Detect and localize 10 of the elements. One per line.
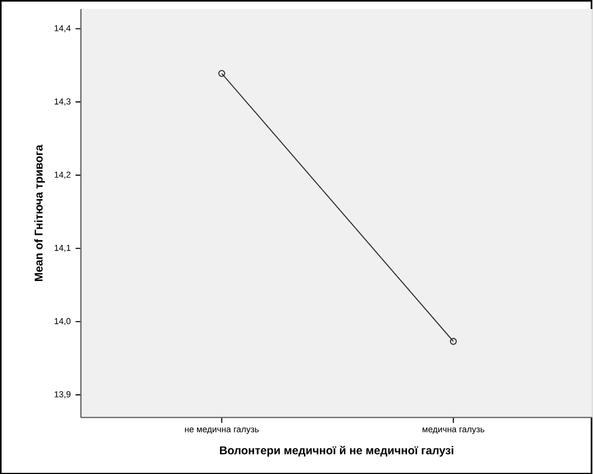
y-tick-label: 14,1 bbox=[54, 244, 70, 252]
x-tick-label: медична галузь bbox=[422, 427, 484, 434]
y-tick-label: 14,2 bbox=[54, 171, 70, 179]
y-tick-label: 13,9 bbox=[54, 391, 70, 398]
y-axis-title: Mean of Гнітюча тривога bbox=[34, 144, 45, 281]
y-tick-label: 14,3 bbox=[54, 98, 70, 106]
x-tick-label: не медична галузь bbox=[185, 427, 259, 434]
y-tick-label: 14,4 bbox=[54, 25, 71, 32]
y-tick-label: 14,0 bbox=[54, 318, 71, 325]
x-axis-title: Волонтери медичної й не медичної галузі bbox=[220, 446, 454, 456]
